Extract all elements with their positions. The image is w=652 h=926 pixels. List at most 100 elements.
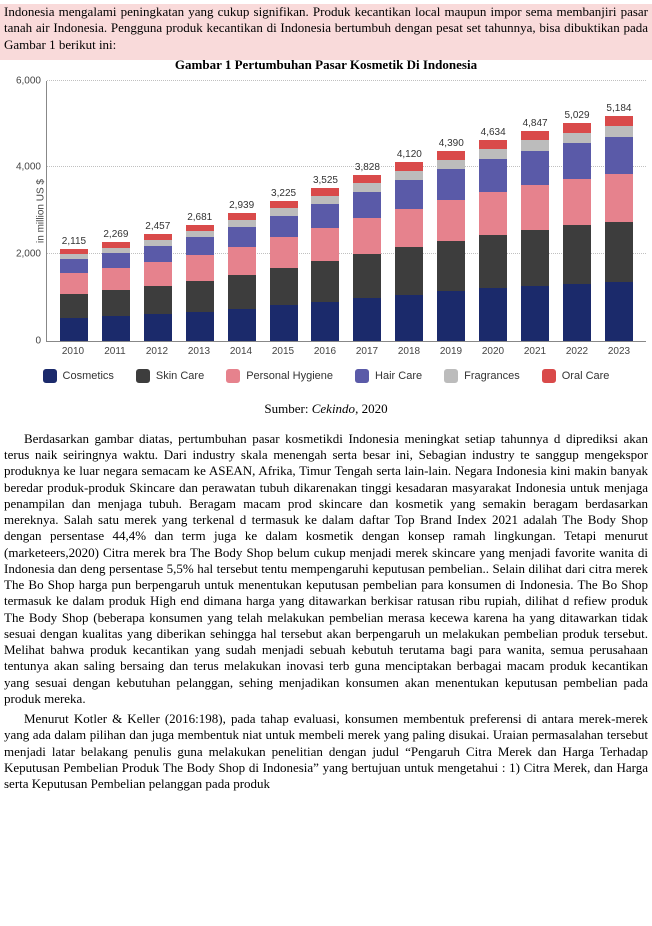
bar-column: 2,115 (54, 249, 94, 341)
bar-column: 3,525 (305, 188, 345, 341)
x-tick-label: 2013 (179, 346, 219, 357)
bar-column: 4,634 (473, 140, 513, 341)
bar-segment (102, 290, 130, 316)
bar-segment (311, 302, 339, 341)
y-axis-label: in million US $ (35, 179, 46, 243)
bar-total-label: 2,269 (103, 229, 128, 242)
bar-segment (353, 183, 381, 192)
bar-segment (605, 126, 633, 137)
legend-swatch (43, 369, 57, 383)
bar-column: 4,120 (389, 162, 429, 341)
bar-segment (102, 316, 130, 340)
bar-segment (186, 281, 214, 312)
legend-swatch (136, 369, 150, 383)
x-tick-label: 2020 (473, 346, 513, 357)
bar-total-label: 4,634 (481, 127, 506, 140)
bar-segment (228, 227, 256, 247)
bar-stack (102, 242, 130, 340)
bar-total-label: 4,120 (397, 149, 422, 162)
bar-segment (60, 294, 88, 318)
bar-segment (605, 137, 633, 174)
bar-segment (437, 200, 465, 241)
bar-segment (270, 208, 298, 215)
bar-segment (521, 131, 549, 141)
bar-stack (353, 175, 381, 341)
bar-segment (186, 312, 214, 341)
bar-stack (228, 213, 256, 340)
bar-segment (479, 159, 507, 192)
legend-label: Skin Care (156, 370, 204, 382)
bar-segment (605, 174, 633, 221)
bar-total-label: 3,828 (355, 162, 380, 175)
chart-title: Gambar 1 Pertumbuhan Pasar Kosmetik Di I… (0, 57, 652, 73)
bar-segment (311, 228, 339, 261)
bar-segment (102, 253, 130, 268)
bar-total-label: 2,681 (187, 212, 212, 225)
x-tick-label: 2011 (95, 346, 135, 357)
bar-segment (270, 268, 298, 305)
x-tick-label: 2023 (599, 346, 639, 357)
bar-segment (311, 204, 339, 228)
bar-segment (437, 160, 465, 170)
body-paragraph: Menurut Kotler & Keller (2016:198), pada… (4, 711, 648, 792)
bar-stack (311, 188, 339, 341)
bar-segment (605, 116, 633, 126)
legend-label: Personal Hygiene (246, 370, 333, 382)
bar-total-label: 5,184 (606, 103, 631, 116)
legend-item: Fragrances (444, 369, 520, 383)
bar-segment (437, 151, 465, 160)
bar-segment (479, 235, 507, 288)
bar-segment (311, 261, 339, 302)
x-tick-label: 2010 (53, 346, 93, 357)
bar-total-label: 4,390 (439, 138, 464, 151)
bar-segment (395, 171, 423, 180)
bar-segment (228, 247, 256, 275)
bar-segment (353, 175, 381, 183)
bar-stack (270, 201, 298, 341)
legend-swatch (542, 369, 556, 383)
bar-segment (60, 273, 88, 294)
bar-segment (521, 140, 549, 150)
bar-segment (144, 262, 172, 286)
bar-segment (270, 237, 298, 268)
bar-column: 2,269 (96, 242, 136, 340)
bar-column: 3,828 (347, 175, 387, 341)
bar-stack (60, 249, 88, 341)
bar-segment (521, 151, 549, 185)
bar-segment (353, 298, 381, 340)
x-tick-label: 2021 (515, 346, 555, 357)
x-tick-label: 2012 (137, 346, 177, 357)
y-tick-label: 2,000 (7, 249, 41, 260)
body-paragraph: Berdasarkan gambar diatas, pertumbuhan p… (4, 431, 648, 707)
chart: in million US $ 02,0004,0006,0002,1152,2… (0, 77, 652, 391)
bar-column: 5,029 (557, 123, 597, 341)
legend-label: Hair Care (375, 370, 422, 382)
bar-segment (228, 213, 256, 220)
bar-total-label: 2,457 (145, 221, 170, 234)
bar-total-label: 2,939 (229, 200, 254, 213)
bar-stack (521, 131, 549, 341)
bar-segment (144, 286, 172, 314)
bar-segment (605, 282, 633, 341)
bar-stack (479, 140, 507, 341)
bar-segment (563, 133, 591, 144)
legend-label: Oral Care (562, 370, 610, 382)
bar-segment (395, 209, 423, 248)
legend-label: Fragrances (464, 370, 520, 382)
bar-total-label: 3,225 (271, 188, 296, 201)
chart-source: Sumber: Cekindo, 2020 (0, 401, 652, 417)
bar-segment (395, 295, 423, 341)
bar-segment (563, 123, 591, 133)
legend-item: Cosmetics (43, 369, 114, 383)
bar-segment (395, 180, 423, 209)
bar-segment (270, 305, 298, 341)
bar-segment (437, 291, 465, 340)
x-tick-label: 2022 (557, 346, 597, 357)
legend-swatch (444, 369, 458, 383)
bar-segment (144, 246, 172, 262)
y-tick-label: 0 (7, 335, 41, 346)
bar-segment (395, 162, 423, 171)
bar-stack (395, 162, 423, 340)
bar-segment (437, 241, 465, 292)
y-tick-label: 6,000 (7, 75, 41, 86)
